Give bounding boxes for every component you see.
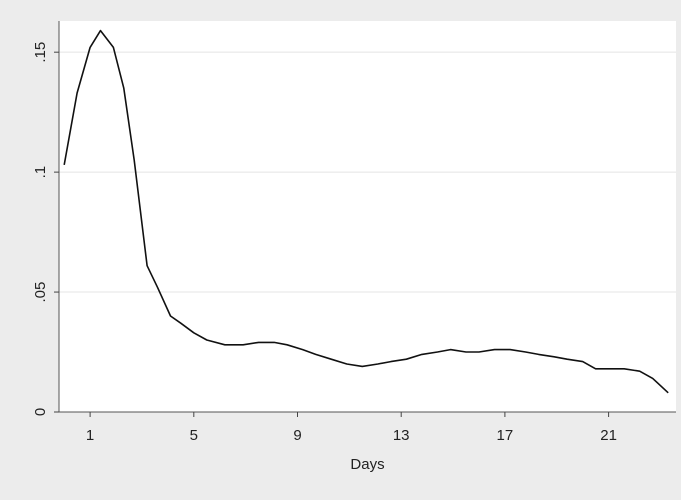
y-tick-label: .05: [32, 282, 49, 303]
x-tick-label: 9: [293, 427, 301, 444]
x-axis-title: Days: [350, 456, 384, 473]
x-tick-label: 5: [190, 427, 198, 444]
y-tick-label: .1: [32, 166, 49, 179]
x-tick-label: 21: [600, 427, 617, 444]
series-line: [63, 29, 669, 394]
y-tick-label: .15: [32, 42, 49, 63]
x-tick-label: 13: [393, 427, 410, 444]
y-tick-label: 0: [32, 408, 49, 416]
axes: [58, 21, 676, 413]
x-axis-ticks: 1 5 9 13 17 21: [86, 412, 617, 444]
x-tick-label: 1: [86, 427, 94, 444]
x-tick-label: 17: [497, 427, 514, 444]
plot-area: [59, 21, 676, 412]
y-axis-ticks: 0 .05 .1 .15: [32, 42, 59, 416]
